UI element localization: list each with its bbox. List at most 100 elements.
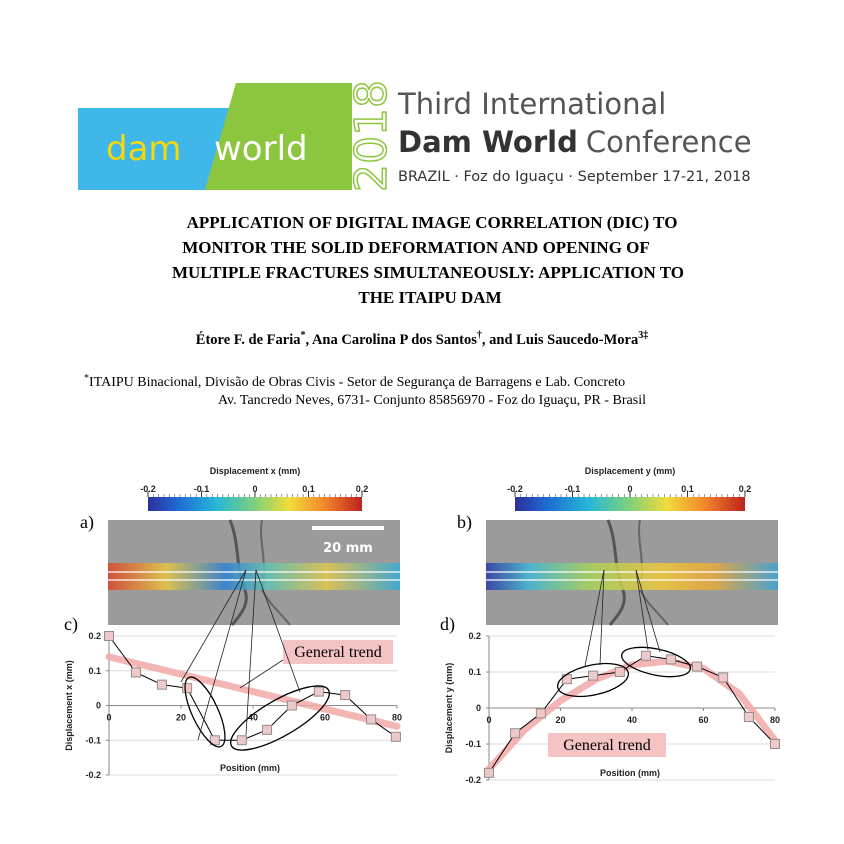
y-tick-label: 0 <box>96 701 101 711</box>
connector <box>245 569 257 736</box>
header-line-bold: Dam World <box>398 125 578 159</box>
displacement-band <box>486 563 778 590</box>
data-point <box>640 650 651 661</box>
scale-bar-label: 20 mm <box>323 541 373 556</box>
logo-text: world <box>214 129 308 169</box>
x-tick-label: 20 <box>176 713 186 723</box>
annotation: General trend <box>563 737 651 754</box>
y-tick-label: 0.1 <box>88 666 101 676</box>
charts: Displacement x (mm) -0.2 -0.1 0 0.1 0.2 Displa… <box>64 466 780 785</box>
affiliation-mark: * <box>84 373 89 384</box>
y-axis-label: Displacement x (mm) <box>64 660 74 751</box>
colorbar-tick-label: -0.2 <box>140 484 156 494</box>
data-point <box>156 679 167 690</box>
data-point <box>131 667 141 678</box>
data-point <box>340 690 351 701</box>
author-mark: 3‡ <box>638 330 648 341</box>
x-tick-label: 20 <box>555 715 565 725</box>
title-line: APPLICATION OF DIGITAL IMAGE CORRELATION… <box>187 213 678 232</box>
data-point <box>770 739 780 749</box>
colorbar-tick-label: -0.2 <box>507 484 523 494</box>
y-tick-label: 0.2 <box>88 631 101 641</box>
data-point <box>390 731 401 742</box>
connector <box>635 569 661 653</box>
logo-text: dam <box>106 129 182 169</box>
data-point <box>484 767 494 778</box>
data-point <box>614 667 625 677</box>
affiliation: *ITAIPU Binacional, Divisão de Obras Civ… <box>84 373 625 390</box>
y-tick-label: -0.2 <box>85 770 101 780</box>
connector <box>635 569 649 651</box>
data-point <box>665 654 676 665</box>
data-point <box>366 714 377 725</box>
annotation-box <box>548 733 666 757</box>
title-line: THE ITAIPU DAM <box>358 288 501 307</box>
authors: Étore F. de Faria*, Ana Carolina P dos S… <box>196 330 648 348</box>
colorbar-tick-label: 0.1 <box>681 484 694 494</box>
panel-label: d) <box>440 614 455 635</box>
colorbar-title: Displacement y (mm) <box>585 466 676 476</box>
colorbar <box>148 497 362 511</box>
x-tick-label: 40 <box>627 715 637 725</box>
colorbar-tick-label: 0.2 <box>739 484 752 494</box>
x-axis-label: Position (mm) <box>600 768 660 778</box>
colorbar-title: Displacement x (mm) <box>210 466 301 476</box>
dic-image-a: 20 mm <box>108 519 400 626</box>
data-point <box>236 735 247 746</box>
dic-image-b <box>486 519 778 626</box>
highlight-ellipse <box>230 685 330 751</box>
y-tick-label: 0 <box>476 703 481 713</box>
data-point <box>692 661 703 672</box>
data-point <box>743 712 754 722</box>
affiliation-line: Av. Tancredo Neves, 6731- Conjunto 85856… <box>218 393 646 408</box>
highlight-ellipse <box>621 646 691 678</box>
author: , Ana Carolina P dos Santos <box>306 332 478 348</box>
x-tick-label: 60 <box>698 715 708 725</box>
panel-labels: a) b) c) d) <box>64 512 472 635</box>
y-tick-label: -0.1 <box>85 735 101 745</box>
y-tick-label: 0.2 <box>468 631 481 641</box>
paper-title: APPLICATION OF DIGITAL IMAGE CORRELATION… <box>172 213 684 307</box>
highlight-ellipse <box>556 662 630 698</box>
connector <box>584 569 605 667</box>
data-point <box>588 670 599 681</box>
panel-label: b) <box>457 512 472 533</box>
colorbar-tick-label: 0 <box>627 484 632 494</box>
connector <box>239 659 284 689</box>
connector <box>180 569 247 683</box>
colorbar-tick-label: -0.1 <box>565 484 581 494</box>
colorbar-tick-label: 0.1 <box>302 484 315 494</box>
data-point <box>262 724 273 735</box>
y-axis-label: Displacement y (mm) <box>444 663 454 754</box>
data-point <box>104 631 114 641</box>
y-tick-label: -0.2 <box>465 775 481 785</box>
x-tick-label: 60 <box>320 713 330 723</box>
author: Étore F. de Faria <box>196 331 301 348</box>
connector <box>255 569 301 693</box>
data-point <box>510 728 521 739</box>
series-line <box>105 653 401 730</box>
header-line: BRAZIL · Foz do Iguaçu · September 17-21… <box>398 169 751 185</box>
header-line: Dam World Conference <box>398 125 752 159</box>
year: 2018 <box>346 80 397 192</box>
author-mark: † <box>477 330 482 341</box>
y-tick-label: 0.1 <box>468 667 481 677</box>
colorbar-tick-label: 0.2 <box>356 484 369 494</box>
x-tick-label: 0 <box>486 715 491 725</box>
header-line: Conference <box>586 125 752 159</box>
affiliation-line: ITAIPU Binacional, Divisão de Obras Civi… <box>89 375 625 390</box>
panel-label: a) <box>80 512 94 533</box>
data-point <box>286 700 297 711</box>
x-axis-label: Position (mm) <box>220 763 280 773</box>
panel-label: c) <box>64 614 78 635</box>
colorbar-tick-label: 0 <box>252 484 257 494</box>
colorbar-tick-label: -0.1 <box>194 484 210 494</box>
logo-green <box>205 83 352 190</box>
annotation: General trend <box>294 644 382 661</box>
x-tick-label: 0 <box>106 713 111 723</box>
data-point <box>182 683 193 694</box>
displacement-band <box>108 563 400 590</box>
data-point <box>718 672 729 683</box>
colorbar <box>515 497 745 511</box>
